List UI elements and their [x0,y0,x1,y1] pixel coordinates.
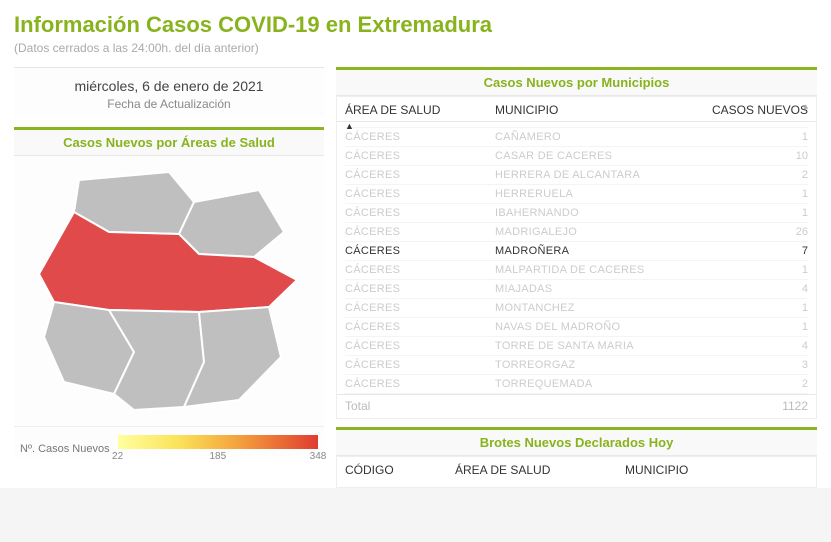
table-row[interactable]: CÁCERESIBAHERNANDO1 [345,204,808,223]
cell-num: 1 [703,302,808,314]
cell-area: CÁCERES [345,150,495,162]
cell-area: CÁCERES [345,226,495,238]
cell-muni: TORREQUEMADA [495,378,703,390]
cell-area: CÁCERES [345,283,495,295]
cell-area: CÁCERES [345,302,495,314]
cell-num: 1 [703,321,808,333]
table-row[interactable]: CÁCERESMIAJADAS4 [345,280,808,299]
cell-muni: MALPARTIDA DE CACERES [495,264,703,276]
region-north-east[interactable] [179,190,284,257]
cell-num: 3 [703,359,808,371]
col-area2-header[interactable]: ÁREA DE SALUD [455,463,625,477]
col-num-label: CASOS NUEVOS [712,103,808,117]
cell-area: CÁCERES [345,378,495,390]
table2-header-row: CÓDIGO ÁREA DE SALUD MUNICIPIO [337,457,816,487]
sort-asc-icon: ▲ [345,121,354,131]
page-subtitle: (Datos cerrados a las 24:00h. del día an… [14,41,817,55]
extremadura-map[interactable] [18,162,320,422]
cell-area: CÁCERES [345,188,495,200]
cell-muni: HERRERA DE ALCANTARA [495,169,703,181]
cell-num: 1 [703,264,808,276]
table-row[interactable]: CÁCERESMONTANCHEZ1 [345,299,808,318]
cell-num: 4 [703,283,808,295]
page-title: Información Casos COVID-19 en Extremadur… [14,12,817,38]
table-row[interactable]: CÁCERESNAVAS DEL MADROÑO1 [345,318,808,337]
current-date: miércoles, 6 de enero de 2021 [20,78,318,94]
legend-gradient: 22 185 348 [118,435,318,449]
cell-muni: IBAHERNANDO [495,207,703,219]
legend-mid: 185 [209,451,226,462]
table-row[interactable]: CÁCERESMADRIGALEJO26 [345,223,808,242]
cell-area: CÁCERES [345,359,495,371]
cell-area: CÁCERES [345,131,495,143]
col-muni-header[interactable]: MUNICIPIO [495,103,703,117]
col-muni2-header[interactable]: MUNICIPIO [625,463,808,477]
table-row[interactable]: CÁCERESTORREORGAZ3 [345,356,808,375]
map-section-title: Casos Nuevos por Áreas de Salud [14,127,324,156]
date-panel: miércoles, 6 de enero de 2021 Fecha de A… [14,67,324,117]
cell-muni: TORREORGAZ [495,359,703,371]
table-row[interactable]: CÁCERESMADROÑERA7 [345,242,808,261]
cell-muni: TORRE DE SANTA MARIA [495,340,703,352]
municipios-table: ÁREA DE SALUD ▲ MUNICIPIO CASOS NUEVOS ▴… [336,96,817,419]
legend-label: Nº. Casos Nuevos [20,435,110,455]
table-row[interactable]: CÁCERESTORREQUEMADA2 [345,375,808,394]
cell-num: 1 [703,207,808,219]
brotes-table: CÓDIGO ÁREA DE SALUD MUNICIPIO [336,456,817,488]
table1-header-row: ÁREA DE SALUD ▲ MUNICIPIO CASOS NUEVOS ▴ [337,97,816,122]
cell-num: 2 [703,169,808,181]
cell-num: 1 [703,188,808,200]
table-row[interactable]: CÁCERESHERRERA DE ALCANTARA2 [345,166,808,185]
table-row[interactable]: CÁCERESTORRE DE SANTA MARIA4 [345,337,808,356]
col-area-header[interactable]: ÁREA DE SALUD ▲ [345,103,495,117]
col-code-header[interactable]: CÓDIGO [345,463,455,477]
legend-max: 348 [310,451,327,462]
cell-muni: CASAR DE CACERES [495,150,703,162]
cell-muni: NAVAS DEL MADROÑO [495,321,703,333]
cell-area: CÁCERES [345,245,495,257]
col-num-header[interactable]: CASOS NUEVOS ▴ [703,103,808,117]
cell-area: CÁCERES [345,321,495,333]
cell-area: CÁCERES [345,169,495,181]
table1-title: Casos Nuevos por Municipios [336,67,817,96]
cell-area: CÁCERES [345,207,495,219]
cell-num: 7 [703,245,808,257]
sort-indicator-icon: ▴ [803,101,808,112]
cell-num: 4 [703,340,808,352]
cell-num: 1 [703,131,808,143]
table-row[interactable]: CÁCERESMALPARTIDA DE CACERES1 [345,261,808,280]
cell-num: 10 [703,150,808,162]
col-area-label: ÁREA DE SALUD [345,103,440,117]
table-row[interactable]: CÁCERESCAÑAMERO1 [345,128,808,147]
map-legend: Nº. Casos Nuevos 22 185 348 [14,426,324,457]
cell-num: 26 [703,226,808,238]
table-row[interactable]: CÁCERESHERRERUELA1 [345,185,808,204]
legend-min: 22 [112,451,123,462]
cell-area: CÁCERES [345,264,495,276]
cell-area: CÁCERES [345,340,495,352]
update-label: Fecha de Actualización [20,97,318,111]
table2-title: Brotes Nuevos Declarados Hoy [336,427,817,456]
cell-num: 2 [703,378,808,390]
table1-total-row: Total 1122 [337,394,816,418]
cell-muni: MADRIGALEJO [495,226,703,238]
cell-muni: HERRERUELA [495,188,703,200]
table1-body[interactable]: CÁCERESCAÑAMERO1CÁCERESCASAR DE CACERES1… [337,122,816,394]
table-row[interactable]: CÁCERESCASAR DE CACERES10 [345,147,808,166]
total-label: Total [345,399,495,413]
cell-muni: MONTANCHEZ [495,302,703,314]
cell-muni: CAÑAMERO [495,131,703,143]
cell-muni: MIAJADAS [495,283,703,295]
cell-muni: MADROÑERA [495,245,703,257]
col-muni-label: MUNICIPIO [495,103,558,117]
total-value: 1122 [703,399,808,413]
map-container[interactable] [14,156,324,426]
